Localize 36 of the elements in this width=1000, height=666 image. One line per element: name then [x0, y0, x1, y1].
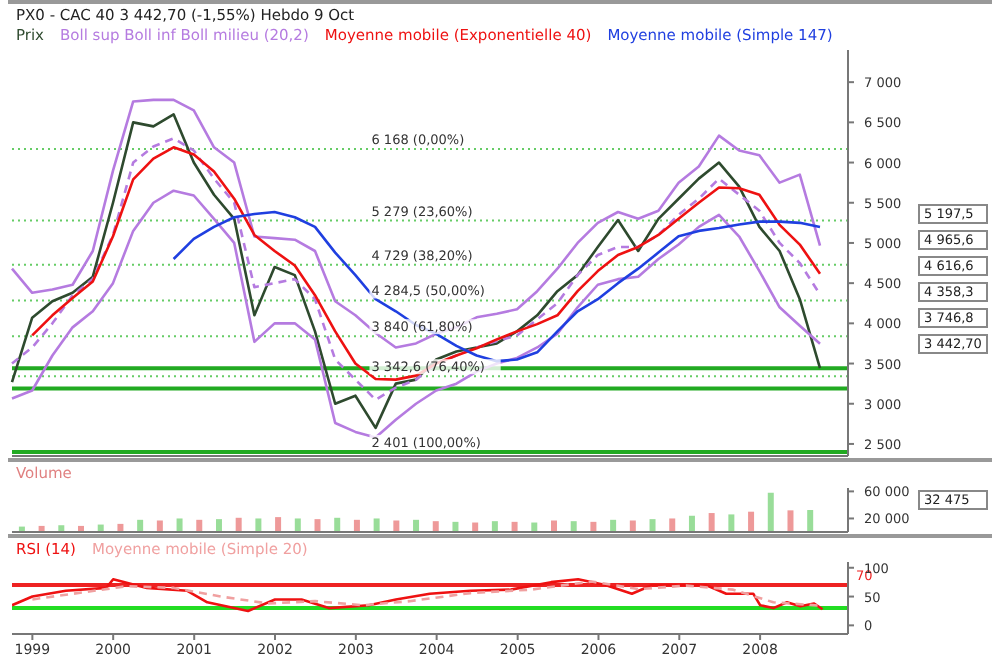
line-series — [172, 210, 822, 363]
bar — [491, 521, 498, 532]
bar — [255, 518, 262, 532]
bar — [649, 519, 656, 532]
bar — [314, 519, 321, 532]
bar — [373, 518, 380, 532]
bar — [413, 519, 420, 532]
bar — [275, 517, 282, 532]
bar — [767, 492, 774, 532]
bar — [353, 519, 360, 532]
bar — [215, 519, 222, 532]
line-series — [12, 577, 824, 613]
bar — [294, 518, 301, 532]
bar — [432, 521, 439, 532]
bar — [235, 517, 242, 532]
line-series — [31, 580, 824, 608]
bar — [807, 510, 814, 532]
bar — [728, 514, 735, 532]
bar — [137, 519, 144, 532]
bar — [196, 519, 203, 532]
bar — [551, 520, 557, 532]
bar — [787, 510, 794, 532]
line-series — [10, 113, 822, 430]
bar — [669, 518, 676, 532]
line-series — [10, 98, 822, 349]
bar — [688, 515, 695, 532]
bar — [629, 520, 636, 532]
bar — [708, 513, 715, 532]
bar — [570, 521, 577, 532]
bar — [393, 520, 400, 532]
bar — [748, 511, 755, 532]
bar — [156, 520, 163, 532]
bar — [610, 519, 617, 532]
line-series — [10, 189, 822, 439]
bar — [176, 518, 183, 532]
bar — [334, 517, 341, 532]
